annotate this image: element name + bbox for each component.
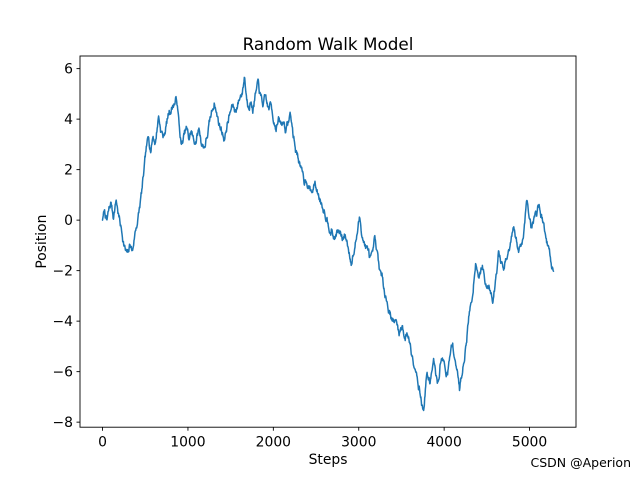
watermark: CSDN @Aperion [531, 455, 631, 470]
y-tick-label: −4 [53, 314, 74, 330]
y-tick-label: 2 [64, 163, 73, 179]
y-tick-label: 4 [64, 112, 73, 128]
random-walk-line [101, 76, 555, 412]
y-tick-label: −6 [53, 365, 73, 381]
x-tick-label: 5000 [512, 435, 547, 451]
y-tick-label: −8 [53, 415, 73, 431]
x-tick-label: 1000 [170, 435, 205, 451]
y-axis-label: Position [34, 215, 50, 269]
x-tick-label: 2000 [256, 435, 291, 451]
x-axis-label: Steps [309, 452, 348, 468]
x-tick-label: 0 [98, 435, 107, 451]
plot-border [79, 55, 577, 428]
y-tick-label: −2 [53, 264, 73, 280]
x-tick-label: 3000 [341, 435, 376, 451]
x-tick-label: 4000 [426, 435, 461, 451]
x-axis-ticks: 0 1000 2000 3000 4000 5000 [98, 427, 547, 451]
y-tick-label: 6 [64, 62, 73, 78]
chart-title: Random Walk Model [243, 34, 414, 54]
y-axis-ticks: −8 −6 −4 −2 0 2 4 6 [53, 62, 80, 431]
y-tick-label: 0 [64, 213, 73, 229]
